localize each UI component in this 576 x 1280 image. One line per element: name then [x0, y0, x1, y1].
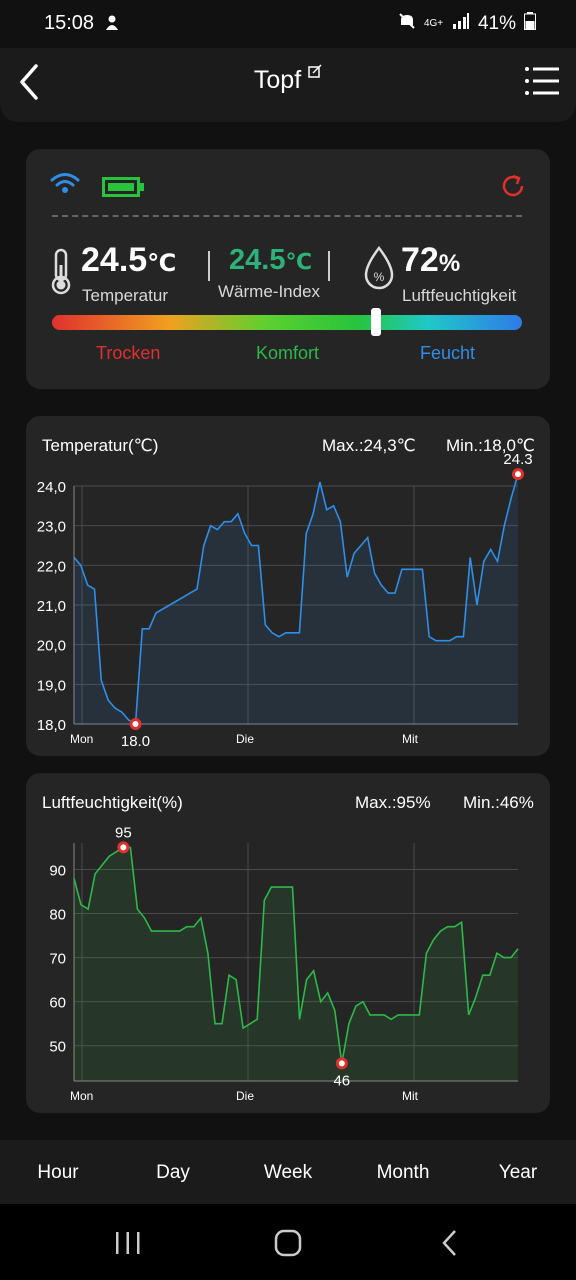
status-time: 15:08 [44, 12, 95, 34]
tab-year[interactable]: Year [498, 1162, 538, 1183]
max-point [512, 468, 524, 481]
thermometer-icon [48, 247, 74, 300]
system-nav-bar [0, 1204, 576, 1280]
x-tick-label: Mon [70, 1089, 93, 1103]
y-tick-label: 24,0 [37, 479, 66, 496]
y-tick-label: 22,0 [37, 558, 66, 575]
battery-full-icon [102, 177, 144, 202]
y-tick-label: 60 [49, 995, 66, 1012]
time-range-tabs: Hour Day Week Month Year [0, 1140, 576, 1204]
tab-day[interactable]: Day [156, 1162, 190, 1183]
max-label: 24.3 [503, 451, 532, 468]
battery-percent: 41% [477, 13, 516, 34]
humidity-min: Min.:46% [463, 793, 534, 812]
svg-text:%: % [374, 270, 385, 284]
page-title[interactable]: Topf [253, 66, 302, 94]
signal-icon [452, 13, 470, 35]
refresh-icon[interactable] [500, 173, 526, 204]
wifi-icon [50, 171, 80, 200]
min-label: 46 [333, 1072, 350, 1089]
y-tick-label: 18,0 [37, 717, 66, 734]
summary-card: 24.5℃ Temperatur 24.5℃ Wärme-Index % 72%… [26, 149, 550, 389]
heat-index-value-wrap: 24.5℃ [229, 244, 312, 277]
series-area [74, 474, 518, 724]
y-tick-label: 23,0 [37, 519, 66, 536]
x-tick-label: Die [236, 732, 254, 746]
recent-apps-button[interactable] [114, 1230, 142, 1261]
temperature-value: 24.5 [81, 241, 148, 279]
x-tick-label: Mon [70, 732, 93, 746]
humidity-chart-card: Luftfeuchtigkeit(%) Max.:95% Min.:46% 90… [26, 773, 550, 1113]
tab-week[interactable]: Week [263, 1162, 313, 1183]
temperature-max: Max.:24,3℃ [322, 436, 416, 455]
y-tick-label: 70 [49, 951, 66, 968]
heat-index-unit: ℃ [285, 249, 313, 274]
x-tick-label: Die [236, 1089, 254, 1103]
comfort-scale-bar [52, 308, 522, 336]
temperature-min: Min.:18,0℃ [446, 436, 536, 455]
back-nav-button[interactable] [440, 1229, 460, 1262]
tab-hour[interactable]: Hour [37, 1162, 79, 1183]
y-tick-label: 80 [49, 907, 66, 924]
min-point [335, 1057, 348, 1070]
y-tick-label: 21,0 [37, 598, 66, 615]
humidity-drop-icon: % [362, 245, 396, 298]
min-label: 18.0 [121, 733, 150, 750]
humidity-chart: 90 80 70 60 50 Mon Die Mit 95 46 [49, 824, 519, 1103]
temperature-chart-title: Temperatur(℃) [42, 436, 159, 455]
network-type: 4G+ [423, 18, 444, 29]
battery-icon [524, 12, 536, 36]
notification-icon [104, 14, 120, 37]
tab-month[interactable]: Month [376, 1162, 430, 1183]
divider [52, 215, 522, 217]
status-bar: 15:08 4G+ 41% [0, 0, 576, 48]
edit-icon[interactable] [301, 56, 322, 84]
y-tick-label: 50 [49, 1039, 66, 1056]
y-tick-label: 20,0 [37, 638, 66, 655]
temperature-label: Temperatur [82, 286, 168, 305]
scale-label-humid: Feucht [420, 343, 476, 363]
temperature-unit: ℃ [147, 250, 177, 277]
menu-icon[interactable] [524, 64, 560, 98]
y-tick-label: 90 [49, 862, 66, 879]
max-point [117, 841, 130, 854]
temperature-chart-card: Temperatur(℃) Max.:24,3℃ Min.:18,0℃ 24,0… [26, 416, 550, 756]
series-line [73, 473, 519, 726]
humidity-unit: % [438, 250, 461, 277]
series-line [73, 846, 519, 1064]
back-button[interactable] [14, 60, 54, 104]
scale-label-comfort: Komfort [256, 343, 320, 363]
scale-label-dry: Trocken [96, 343, 161, 363]
humidity-value: 72 [401, 241, 439, 279]
comfort-scale-marker [371, 308, 382, 336]
heat-index-label: Wärme-Index [218, 282, 321, 301]
humidity-max: Max.:95% [355, 793, 431, 812]
temperature-chart: 24,0 23,0 22,0 21,0 20,0 19,0 18,0 Mon Die Mit 24.… [37, 451, 533, 750]
app-header: Topf [0, 48, 576, 122]
humidity-label: Luftfeuchtigkeit [402, 286, 517, 305]
min-point [129, 718, 142, 730]
x-tick-label: Mit [402, 1089, 419, 1103]
divider [328, 251, 330, 281]
home-button[interactable] [274, 1229, 302, 1262]
x-tick-label: Mit [402, 732, 419, 746]
humidity-chart-title: Luftfeuchtigkeit(%) [42, 793, 183, 812]
mute-icon [398, 12, 416, 36]
heat-index-value: 24.5 [229, 244, 286, 276]
divider [208, 251, 210, 281]
max-label: 95 [115, 824, 132, 841]
y-tick-label: 19,0 [37, 677, 66, 694]
